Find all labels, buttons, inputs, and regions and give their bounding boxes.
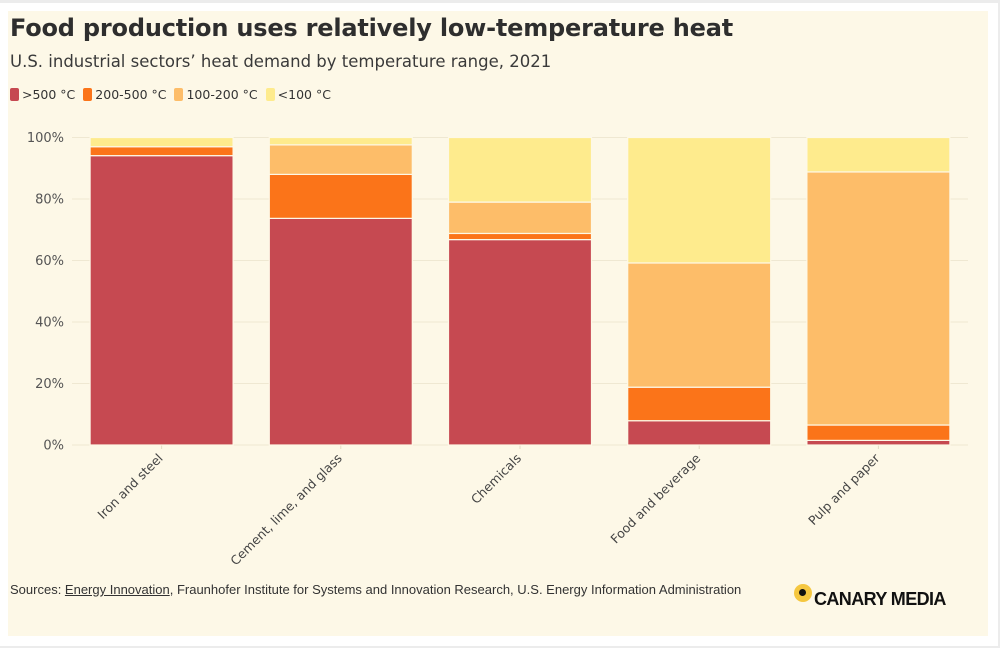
legend-label: >500 °C: [22, 87, 76, 102]
bar-segment: [806, 171, 951, 426]
y-tick-label: 0%: [43, 439, 64, 454]
y-tick-label: 20%: [35, 377, 64, 392]
x-tick-label: Food and beverage: [607, 450, 703, 546]
sources-prefix: Sources:: [10, 582, 65, 597]
bar-segment: [806, 136, 951, 173]
bar-segment: [627, 386, 772, 422]
y-tick-label: 60%: [35, 254, 64, 269]
legend-swatch: [265, 88, 275, 101]
x-tick-label: Chemicals: [468, 451, 524, 507]
legend-label: 200-500 °C: [95, 87, 167, 102]
sources-note: Sources: Energy Innovation, Fraunhofer I…: [10, 580, 770, 599]
bar-segment: [447, 238, 593, 446]
legend: >500 °C 200-500 °C 100-200 °C <100 °C: [10, 87, 331, 102]
legend-item-100-200: 100-200 °C: [174, 87, 258, 102]
bar-segment: [627, 136, 772, 264]
bar-segment: [89, 146, 234, 157]
energy-innovation-link[interactable]: Energy Innovation: [64, 582, 170, 597]
bar-segment: [268, 144, 413, 176]
bar-segment: [447, 232, 593, 241]
bar-segment: [806, 424, 951, 441]
x-tick-label: Cement, lime, and glass: [227, 451, 345, 569]
legend-swatch: [10, 88, 19, 101]
bar-segment: [89, 136, 234, 148]
chart-subtitle: U.S. industrial sectors’ heat demand by …: [10, 52, 552, 71]
y-tick-label: 100%: [27, 131, 64, 146]
y-tick-label: 80%: [35, 193, 64, 208]
bar-segment: [447, 136, 593, 203]
x-tick-label: Iron and steel: [94, 451, 165, 522]
y-tick-label: 40%: [35, 316, 64, 331]
bar-segment: [806, 439, 951, 446]
x-axis-labels: Iron and steel Cement, lime, and glass Che…: [94, 450, 883, 568]
canary-logo-icon: [794, 583, 812, 602]
legend-label: <100 °C: [277, 87, 331, 102]
bar-segment: [627, 262, 772, 388]
chart-title: Food production uses relatively low-temp…: [10, 14, 733, 42]
legend-item-lt100: <100 °C: [265, 87, 331, 102]
logo-text: CANARY MEDIA: [814, 589, 946, 609]
x-tick-label: Pulp and paper: [805, 450, 883, 528]
bar-segment: [627, 420, 772, 446]
bars: [89, 136, 951, 446]
bar-segment: [268, 173, 413, 219]
bar-segment: [447, 201, 593, 235]
canary-media-logo: CANARY MEDIA: [794, 583, 946, 610]
bar-segment: [89, 155, 234, 446]
bar-segment: [268, 217, 413, 446]
legend-label: 100-200 °C: [186, 87, 258, 102]
sources-rest: , Fraunhofer Institute for Systems and I…: [169, 582, 742, 597]
legend-item-gt500: >500 °C: [10, 87, 75, 102]
y-axis-ticks: 0% 20% 40% 60% 80% 100%: [27, 131, 64, 454]
legend-swatch: [83, 88, 93, 101]
bar-segment: [268, 136, 413, 146]
legend-item-200-500: 200-500 °C: [83, 87, 166, 102]
legend-swatch: [174, 88, 184, 101]
